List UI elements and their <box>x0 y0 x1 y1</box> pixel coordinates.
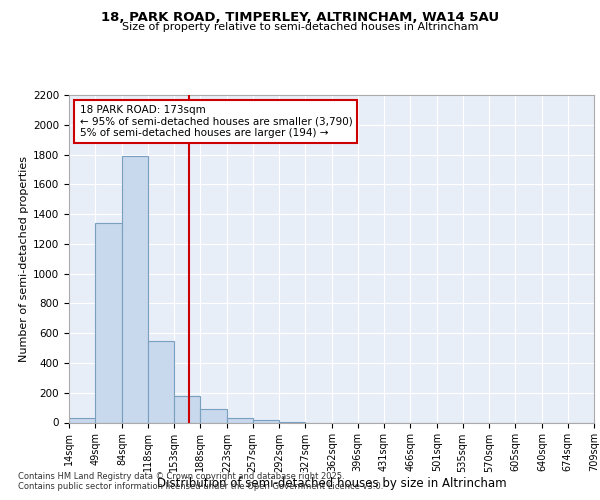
Bar <box>174 396 200 422</box>
Bar <box>253 420 279 422</box>
Text: 18 PARK ROAD: 173sqm
← 95% of semi-detached houses are smaller (3,790)
5% of sem: 18 PARK ROAD: 173sqm ← 95% of semi-detac… <box>79 105 352 138</box>
Bar <box>148 342 174 422</box>
Text: Contains HM Land Registry data © Crown copyright and database right 2025.: Contains HM Land Registry data © Crown c… <box>18 472 344 481</box>
Bar <box>95 223 122 422</box>
Text: Contains public sector information licensed under the Open Government Licence v3: Contains public sector information licen… <box>18 482 383 491</box>
Text: Size of property relative to semi-detached houses in Altrincham: Size of property relative to semi-detach… <box>122 22 478 32</box>
Bar <box>69 418 95 422</box>
Bar <box>200 409 227 422</box>
Y-axis label: Number of semi-detached properties: Number of semi-detached properties <box>19 156 29 362</box>
X-axis label: Distribution of semi-detached houses by size in Altrincham: Distribution of semi-detached houses by … <box>157 478 506 490</box>
Bar <box>122 156 148 422</box>
Bar <box>227 418 253 422</box>
Text: 18, PARK ROAD, TIMPERLEY, ALTRINCHAM, WA14 5AU: 18, PARK ROAD, TIMPERLEY, ALTRINCHAM, WA… <box>101 11 499 24</box>
